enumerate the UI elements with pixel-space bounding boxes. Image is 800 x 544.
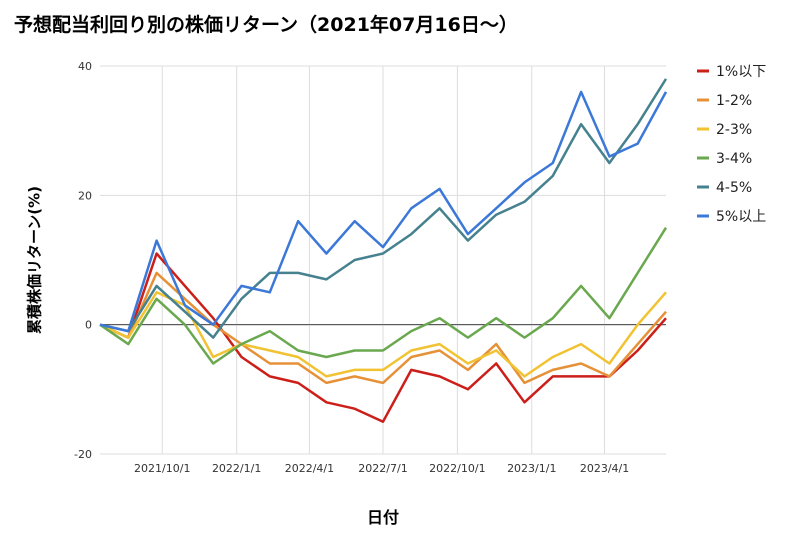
x-tick-label: 2023/1/1	[507, 462, 556, 475]
legend-label: 4-5%	[716, 180, 752, 196]
x-tick-label: 2021/10/1	[134, 462, 190, 475]
legend-label: 1-2%	[716, 93, 752, 109]
series-line-1	[99, 271, 667, 385]
x-tick-label: 2022/4/1	[285, 462, 334, 475]
legend-label: 2-3%	[716, 122, 752, 138]
y-tick-label: -20	[74, 448, 92, 461]
series-line-4	[99, 78, 668, 339]
legend-label: 1%以下	[716, 64, 766, 80]
y-tick-label: 0	[85, 319, 92, 332]
chart-title: 予想配当利回り別の株価リターン（2021年07月16日〜）	[14, 14, 518, 36]
x-tick-label: 2023/4/1	[580, 462, 629, 475]
x-tick-label: 2022/1/1	[212, 462, 261, 475]
series-line-3	[99, 227, 668, 365]
y-tick-label: 40	[78, 60, 92, 73]
x-axis-label: 日付	[366, 508, 400, 527]
series-line-5	[99, 90, 668, 333]
legend-label: 3-4%	[716, 151, 752, 167]
series-line-0	[99, 252, 667, 423]
series-line-2	[99, 291, 667, 378]
legend-label: 5%以上	[716, 209, 766, 225]
x-tick-label: 2022/10/1	[429, 462, 485, 475]
y-tick-label: 20	[78, 189, 92, 202]
x-tick-label: 2022/7/1	[358, 462, 407, 475]
